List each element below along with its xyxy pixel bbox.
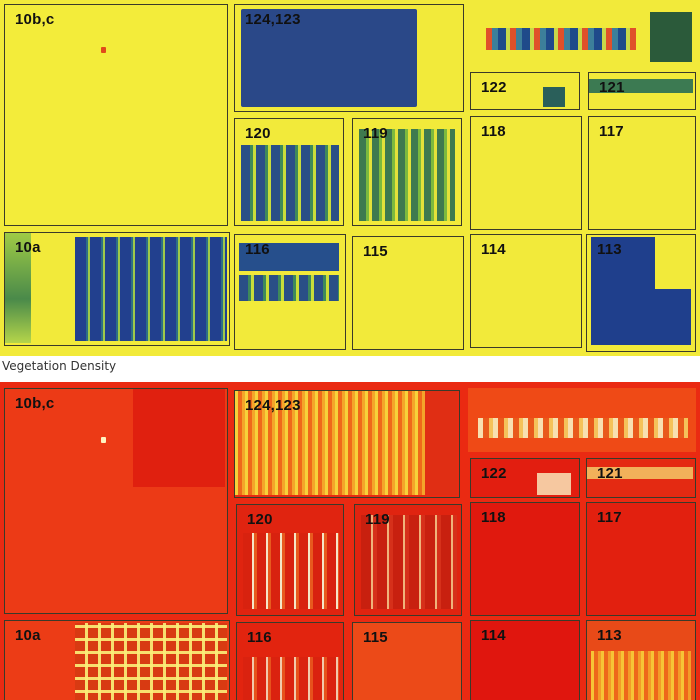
therm-crop-rows [243, 533, 339, 609]
veg-field-label: 115 [363, 243, 388, 260]
therm-warm-patch [537, 473, 571, 495]
veg-field-118: 118 [470, 116, 582, 230]
therm-field-label: 124,123 [245, 397, 301, 414]
vegetation-density-map: 10b,c 124,123 122 121 120 119 118 117 [0, 0, 700, 356]
therm-field-124-123: 124,123 [234, 390, 460, 498]
therm-field-120: 120 [236, 504, 344, 616]
veg-dense-patch [647, 289, 691, 345]
therm-field-label: 115 [363, 629, 388, 646]
veg-field-10bc: 10b,c [4, 4, 228, 226]
veg-dense-patch [589, 79, 693, 93]
veg-field-label: 121 [599, 79, 625, 96]
veg-field-117: 117 [588, 116, 696, 230]
veg-field-label: 119 [363, 125, 388, 142]
veg-field-label: 10a [15, 239, 41, 256]
veg-dense-patch [239, 243, 339, 271]
therm-field-117: 117 [586, 502, 696, 616]
therm-hotspot-marker [101, 437, 106, 443]
therm-field-strip [468, 388, 696, 452]
therm-field-119: 119 [354, 504, 462, 616]
therm-mottled-area [235, 391, 425, 495]
therm-crop-rows [361, 515, 457, 609]
veg-field-113: 113 [586, 234, 696, 352]
veg-field-label: 117 [599, 123, 624, 140]
therm-field-114: 114 [470, 620, 580, 700]
veg-field-115: 115 [352, 236, 464, 350]
veg-dense-patch [241, 9, 417, 107]
therm-field-116: 116 [236, 622, 344, 700]
therm-warm-strip [587, 467, 693, 479]
veg-field-120: 120 [234, 118, 344, 226]
veg-field-label: 118 [481, 123, 506, 140]
veg-field-label: 116 [245, 241, 270, 258]
veg-field-strip [470, 4, 696, 66]
therm-field-label: 116 [247, 629, 272, 646]
therm-field-label: 122 [481, 465, 507, 482]
veg-field-label: 124,123 [245, 11, 301, 28]
veg-field-label: 114 [481, 241, 506, 258]
veg-crop-rows [75, 237, 227, 341]
veg-strip-band [486, 28, 636, 50]
therm-inner-block [133, 389, 225, 487]
therm-field-label: 10b,c [15, 395, 55, 412]
therm-field-121: 121 [586, 458, 696, 498]
therm-field-label: 114 [481, 627, 506, 644]
veg-field-116: 116 [234, 234, 346, 350]
map-caption: Vegetation Density [2, 359, 117, 373]
therm-field-label: 117 [597, 509, 622, 526]
veg-crop-rows [241, 145, 339, 221]
therm-crop-rows [243, 657, 339, 700]
thermal-map: 10b,c 124,123 122 121 120 119 118 117 [0, 382, 700, 700]
therm-field-10a: 10a [4, 620, 230, 700]
therm-field-115: 115 [352, 622, 462, 700]
therm-field-113: 113 [586, 620, 696, 700]
therm-field-10bc: 10b,c [4, 388, 228, 614]
therm-field-label: 120 [247, 511, 273, 528]
therm-field-118: 118 [470, 502, 580, 616]
veg-crop-rows [359, 129, 455, 221]
therm-field-label: 113 [597, 627, 622, 644]
therm-mottled-area [591, 651, 691, 700]
veg-field-121: 121 [588, 72, 696, 110]
therm-grid-area [75, 623, 227, 700]
veg-field-119: 119 [352, 118, 462, 226]
veg-field-label: 122 [481, 79, 507, 96]
veg-field-label: 120 [245, 125, 271, 142]
veg-hotspot-marker [101, 47, 106, 53]
veg-field-label: 10b,c [15, 11, 55, 28]
therm-field-label: 118 [481, 509, 506, 526]
veg-dense-patch [543, 87, 565, 107]
therm-cool-strip [425, 391, 457, 495]
veg-crop-rows [239, 275, 339, 301]
veg-field-124-123: 124,123 [234, 4, 464, 112]
therm-field-label: 119 [365, 511, 390, 528]
veg-dense-patch [591, 237, 655, 345]
veg-edge-patch [5, 233, 31, 343]
veg-field-10a: 10a [4, 232, 230, 346]
veg-field-114: 114 [470, 234, 582, 348]
veg-field-122: 122 [470, 72, 580, 110]
therm-field-label: 121 [597, 465, 623, 482]
therm-field-label: 10a [15, 627, 41, 644]
veg-dense-patch [650, 12, 692, 62]
therm-field-122: 122 [470, 458, 580, 498]
veg-field-label: 113 [597, 241, 622, 258]
therm-strip-band [478, 418, 688, 438]
